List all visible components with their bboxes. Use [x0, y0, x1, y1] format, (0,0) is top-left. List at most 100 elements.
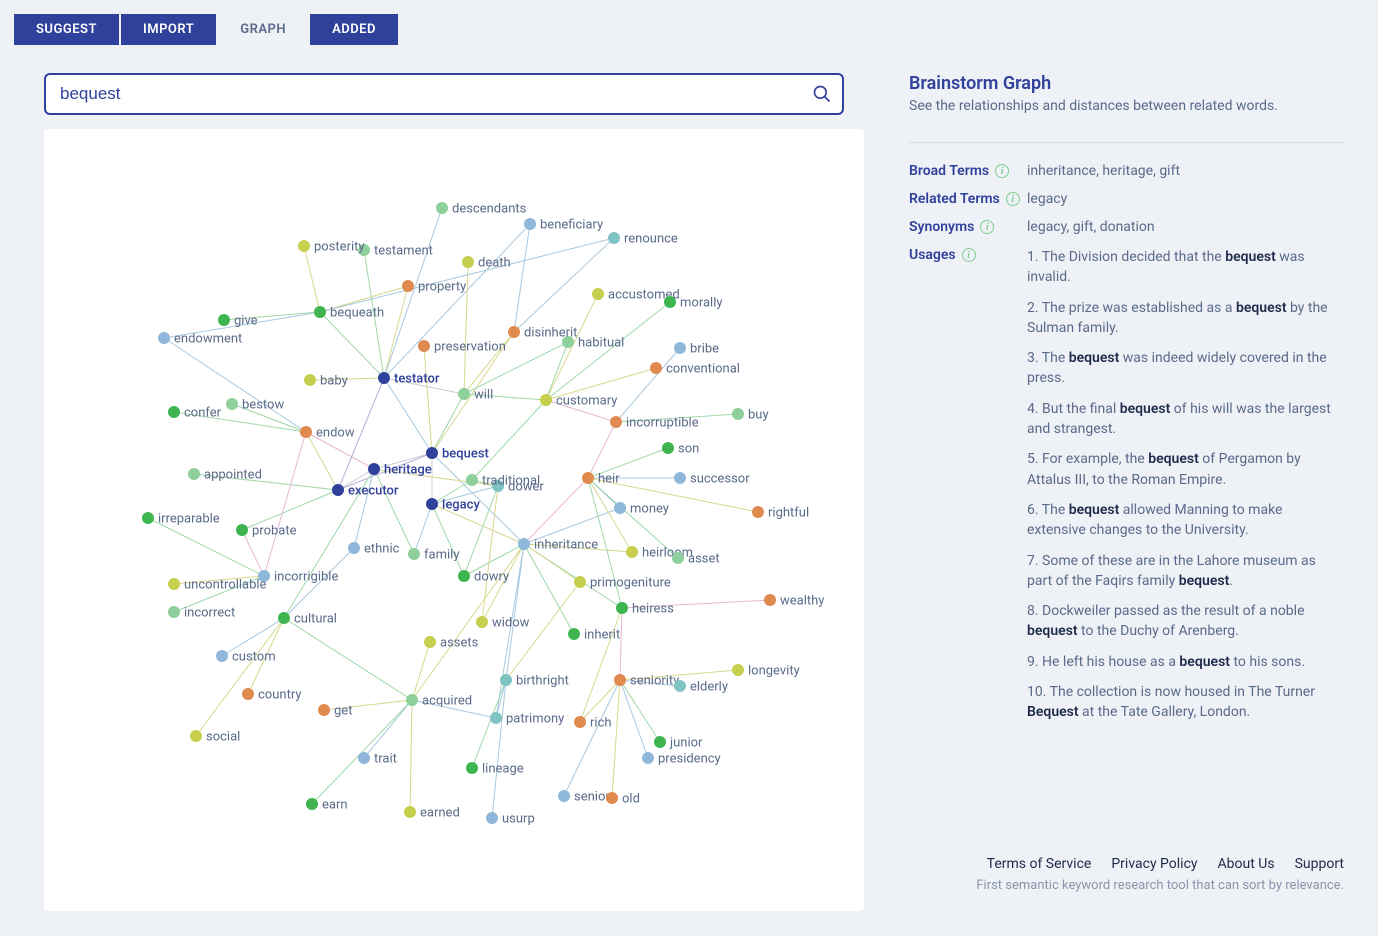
graph-node[interactable]	[674, 472, 686, 484]
graph-node[interactable]	[606, 792, 618, 804]
graph-node-label[interactable]: buy	[748, 407, 769, 422]
graph-node[interactable]	[300, 426, 312, 438]
graph-node-label[interactable]: traditional	[482, 473, 540, 488]
graph-node-label[interactable]: will	[474, 387, 493, 402]
graph-node[interactable]	[466, 762, 478, 774]
graph-node-label[interactable]: social	[206, 729, 240, 744]
graph-node-label[interactable]: rightful	[768, 505, 809, 520]
graph-node[interactable]	[462, 256, 474, 268]
graph-node-label[interactable]: habitual	[578, 335, 624, 350]
info-icon[interactable]: i	[980, 220, 994, 234]
graph-node[interactable]	[732, 408, 744, 420]
graph-node[interactable]	[458, 388, 470, 400]
graph-node[interactable]	[236, 524, 248, 536]
graph-node-label[interactable]: widow	[492, 615, 530, 630]
graph-node[interactable]	[306, 798, 318, 810]
graph-node[interactable]	[610, 416, 622, 428]
graph-node[interactable]	[278, 612, 290, 624]
tab-graph[interactable]: GRAPH	[218, 14, 308, 45]
graph-node-label[interactable]: bequest	[442, 446, 489, 461]
graph-node-label[interactable]: patrimony	[506, 711, 564, 726]
info-icon[interactable]: i	[995, 164, 1009, 178]
graph-node-label[interactable]: country	[258, 687, 302, 702]
graph-node-label[interactable]: posterity	[314, 239, 365, 254]
graph-node[interactable]	[436, 202, 448, 214]
graph-node[interactable]	[650, 362, 662, 374]
graph-node-label[interactable]: ethnic	[364, 541, 400, 556]
graph-node[interactable]	[476, 616, 488, 628]
graph-node[interactable]	[524, 218, 536, 230]
graph-node[interactable]	[642, 752, 654, 764]
graph-node-label[interactable]: bequeath	[330, 305, 384, 320]
graph-node-label[interactable]: earn	[322, 797, 348, 812]
graph-node[interactable]	[654, 736, 666, 748]
graph-node[interactable]	[458, 570, 470, 582]
graph-node-label[interactable]: earned	[420, 805, 460, 820]
graph-node[interactable]	[378, 372, 390, 384]
graph-node[interactable]	[614, 674, 626, 686]
graph-node[interactable]	[318, 704, 330, 716]
graph-node-label[interactable]: money	[630, 501, 669, 516]
graph-node-label[interactable]: probate	[252, 523, 297, 538]
graph-node-label[interactable]: senior	[574, 789, 610, 804]
footer-link[interactable]: Privacy Policy	[1111, 856, 1197, 872]
graph-node-label[interactable]: bribe	[690, 341, 719, 356]
graph-node[interactable]	[406, 694, 418, 706]
graph-node-label[interactable]: baby	[320, 373, 348, 388]
graph-node[interactable]	[508, 326, 520, 338]
footer-link[interactable]: Support	[1295, 856, 1344, 872]
graph-node[interactable]	[304, 374, 316, 386]
graph-node[interactable]	[674, 342, 686, 354]
graph-node-label[interactable]: renounce	[624, 231, 678, 246]
graph-node[interactable]	[226, 398, 238, 410]
graph-node[interactable]	[426, 498, 438, 510]
graph-node-label[interactable]: heirloom	[642, 545, 693, 560]
graph-node[interactable]	[568, 628, 580, 640]
info-icon[interactable]: i	[1006, 192, 1020, 206]
graph-node-label[interactable]: assets	[440, 635, 479, 650]
graph-node-label[interactable]: birthright	[516, 673, 569, 688]
graph-node[interactable]	[674, 680, 686, 692]
graph-node[interactable]	[616, 602, 628, 614]
graph-node-label[interactable]: elderly	[690, 679, 728, 694]
graph-node-label[interactable]: legacy	[442, 497, 480, 512]
graph-node[interactable]	[672, 552, 684, 564]
graph-node[interactable]	[626, 546, 638, 558]
graph-node-label[interactable]: beneficiary	[540, 217, 603, 232]
graph-node[interactable]	[752, 506, 764, 518]
graph-node-label[interactable]: morally	[680, 295, 723, 310]
graph-node-label[interactable]: disinherit	[524, 325, 577, 340]
graph-node-label[interactable]: irreparable	[158, 511, 220, 526]
graph-node-label[interactable]: incorrigible	[274, 569, 338, 584]
graph-node[interactable]	[664, 296, 676, 308]
graph-node-label[interactable]: testator	[394, 371, 440, 386]
graph-node-label[interactable]: give	[234, 313, 258, 328]
graph-node[interactable]	[764, 594, 776, 606]
graph-node[interactable]	[190, 730, 202, 742]
search-input[interactable]	[44, 73, 844, 115]
graph-node[interactable]	[486, 812, 498, 824]
graph-node-label[interactable]: old	[622, 791, 640, 806]
graph-node-label[interactable]: successor	[690, 471, 750, 486]
graph-node-label[interactable]: usurp	[502, 811, 535, 826]
graph-node[interactable]	[142, 512, 154, 524]
graph-node-label[interactable]: bestow	[242, 397, 284, 412]
search-icon[interactable]	[812, 84, 832, 104]
graph-node-label[interactable]: asset	[688, 551, 720, 566]
graph-node-label[interactable]: wealthy	[780, 593, 824, 608]
graph-node-label[interactable]: acquired	[422, 693, 472, 708]
graph-node[interactable]	[662, 442, 674, 454]
graph-node[interactable]	[348, 542, 360, 554]
graph-node[interactable]	[358, 752, 370, 764]
graph-node-label[interactable]: heritage	[384, 462, 432, 477]
graph-node[interactable]	[404, 806, 416, 818]
graph-node[interactable]	[608, 232, 620, 244]
graph-node-label[interactable]: testament	[374, 243, 433, 258]
graph-node[interactable]	[466, 474, 478, 486]
graph-node-label[interactable]: rich	[590, 715, 612, 730]
graph-node[interactable]	[574, 576, 586, 588]
graph-node-label[interactable]: inheritance	[534, 537, 598, 552]
graph-node-label[interactable]: conventional	[666, 361, 740, 376]
graph-node-label[interactable]: junior	[669, 735, 703, 750]
graph-node[interactable]	[518, 538, 530, 550]
